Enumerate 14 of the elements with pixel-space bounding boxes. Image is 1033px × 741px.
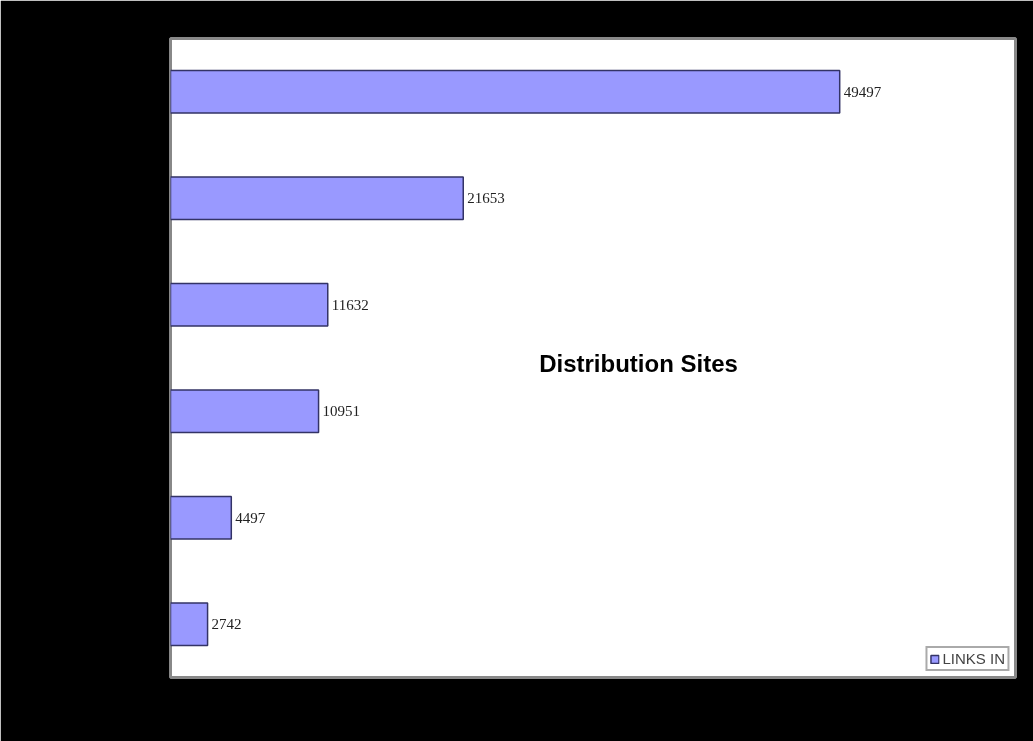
- data-label: 4497: [235, 509, 266, 526]
- bar: [170, 602, 209, 647]
- bar: [170, 282, 329, 327]
- data-label: 21653: [467, 190, 505, 207]
- bar: [170, 495, 233, 540]
- text: Distribution Sites: [539, 350, 738, 377]
- bar: [170, 389, 320, 434]
- data-label: 10951: [322, 403, 361, 420]
- data-label: 49497: [843, 83, 882, 100]
- data-label: 11632: [331, 296, 369, 313]
- bar: [170, 69, 841, 114]
- legend-label: LINKS IN: [942, 650, 1005, 667]
- bar: [170, 176, 464, 221]
- data-label: 2742: [211, 616, 242, 633]
